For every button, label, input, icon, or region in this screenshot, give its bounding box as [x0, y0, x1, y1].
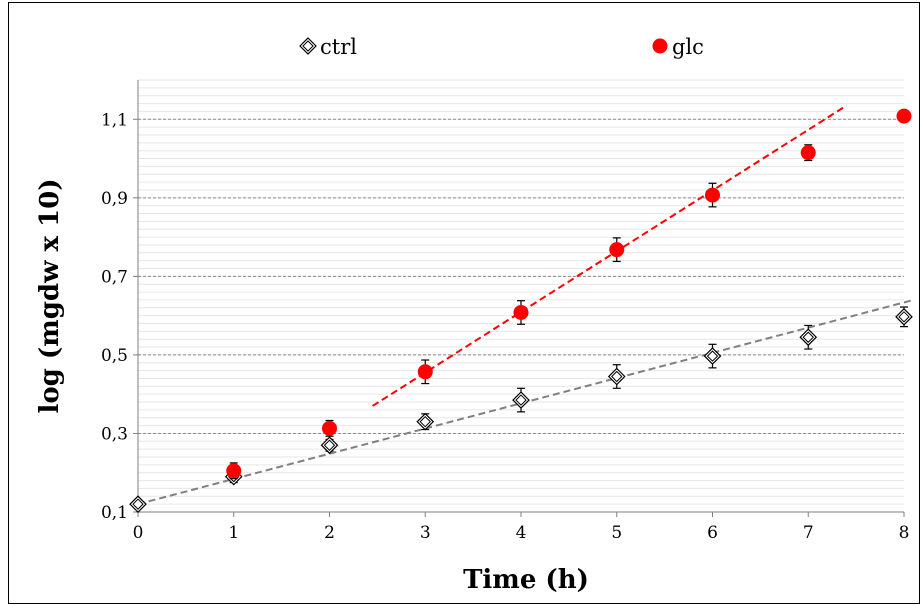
- data-point-inner-ctrl: [611, 370, 623, 383]
- data-point-ctrl: [799, 328, 818, 347]
- data-point-ctrl: [607, 367, 626, 386]
- y-tick-label: 0,5: [101, 346, 128, 366]
- data-point-ctrl: [512, 391, 530, 409]
- y-axis-title: log (mgdw x 10): [35, 178, 65, 413]
- data-point-inner-ctrl: [132, 498, 144, 510]
- data-point-inner-ctrl: [419, 415, 431, 428]
- data-point-glc: [800, 145, 816, 161]
- data-point-ctrl: [320, 436, 339, 455]
- data-point-glc: [896, 108, 912, 124]
- y-tick-label: 0,3: [101, 424, 128, 444]
- legend-marker-ctrl: [299, 37, 317, 55]
- data-point-ctrl: [703, 347, 722, 365]
- data-point-glc: [226, 463, 242, 479]
- data-point-inner-ctrl: [515, 394, 527, 406]
- data-point-ctrl: [129, 495, 147, 513]
- data-point-inner-ctrl: [706, 350, 719, 362]
- data-point-glc: [609, 242, 625, 258]
- x-axis-title: Time (h): [463, 565, 589, 595]
- y-tick-label: 0,9: [101, 189, 128, 209]
- x-tick-label: 3: [420, 523, 431, 543]
- data-point-inner-ctrl: [323, 439, 336, 451]
- x-tick-label: 7: [803, 523, 814, 543]
- x-tick-label: 0: [133, 523, 144, 543]
- x-tick-label: 2: [324, 523, 335, 543]
- y-tick-label: 1,1: [101, 110, 128, 130]
- x-tick-label: 6: [707, 523, 718, 543]
- data-point-glc: [513, 304, 529, 320]
- data-point-inner-ctrl: [802, 331, 814, 343]
- data-point-glc: [705, 187, 720, 203]
- data-point-glc: [322, 420, 337, 436]
- trendline-glc: [372, 104, 848, 407]
- x-tick-label: 5: [611, 523, 622, 543]
- legend-marker-glc: [652, 38, 668, 54]
- legend-label-ctrl: ctrl: [320, 35, 357, 59]
- data-point-inner-ctrl: [898, 311, 910, 323]
- data-point-ctrl: [416, 412, 435, 431]
- legend-marker-inner-ctrl: [302, 40, 314, 52]
- plot-area: [138, 80, 904, 512]
- x-tick-label: 4: [516, 523, 527, 543]
- y-tick-label: 0,1: [101, 503, 128, 523]
- x-tick-label: 8: [899, 523, 910, 543]
- legend-label-glc: glc: [672, 35, 704, 59]
- data-point-glc: [417, 364, 433, 380]
- x-tick-label: 1: [228, 523, 239, 543]
- y-tick-label: 0,7: [101, 267, 128, 287]
- data-point-ctrl: [895, 307, 913, 326]
